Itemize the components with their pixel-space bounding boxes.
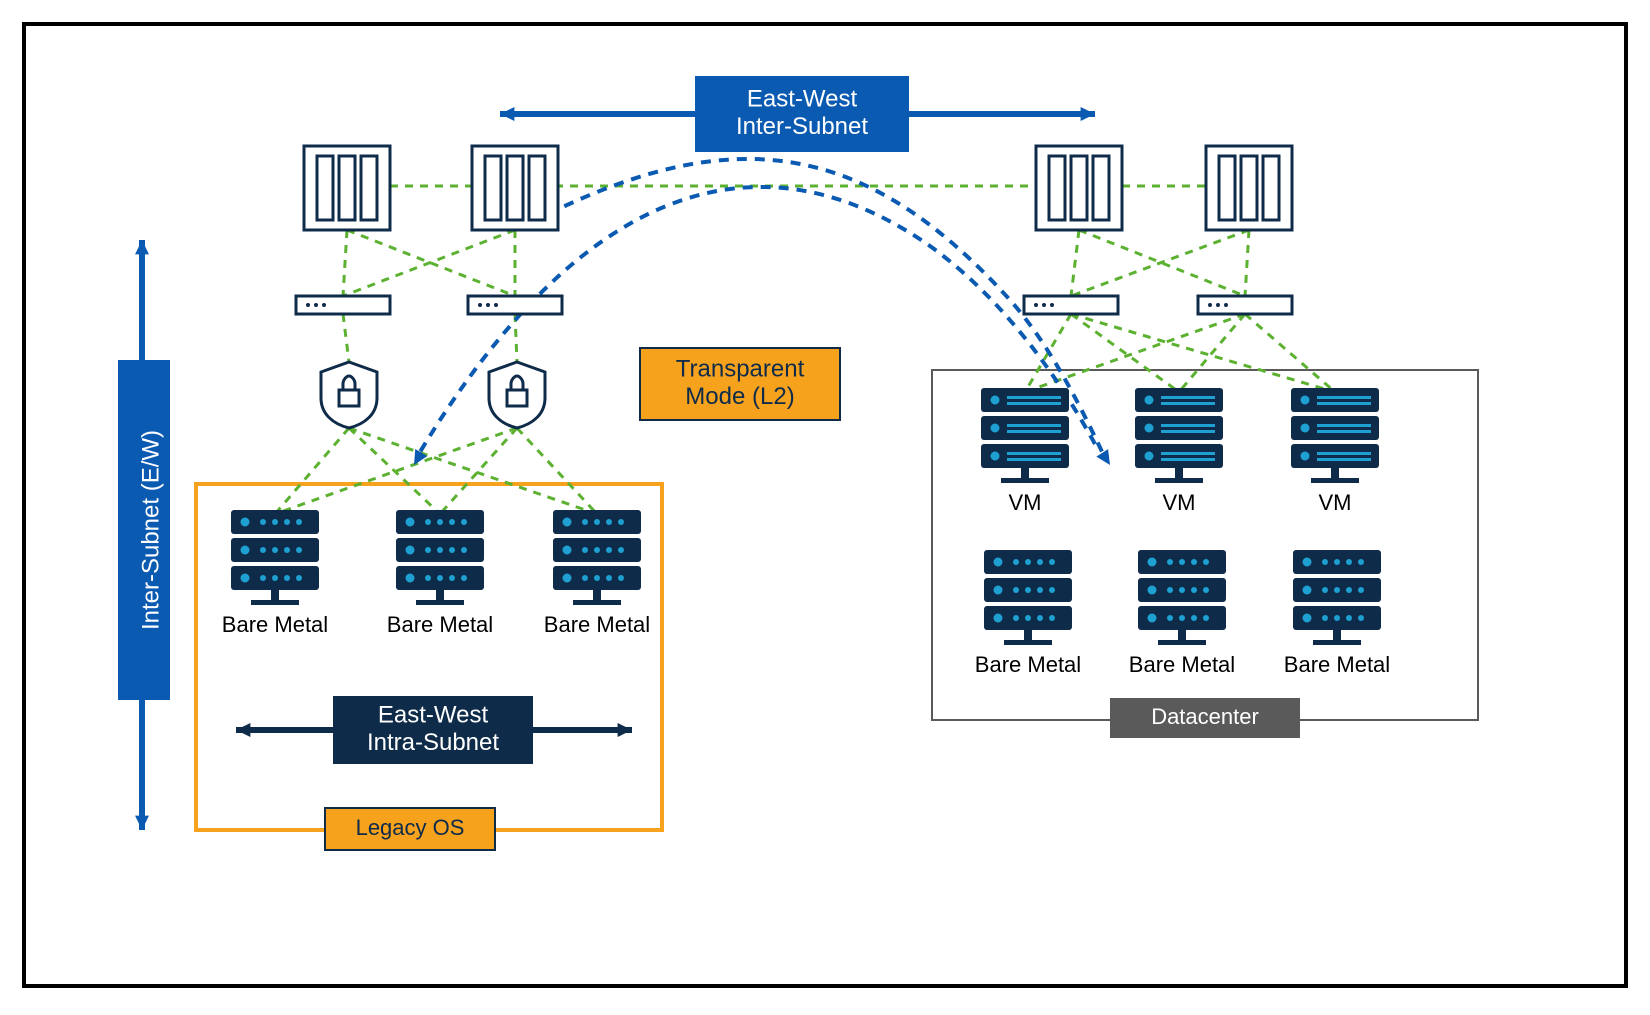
server-icon (981, 388, 1069, 483)
east-west-intra-box-label: Intra-Subnet (367, 729, 499, 756)
spine-switch-icon (1036, 146, 1122, 230)
server-label: VM (1319, 490, 1352, 515)
leaf-switch-icon (1024, 296, 1118, 314)
link (440, 428, 517, 514)
leaf-switch-icon (468, 296, 562, 314)
network-diagram: Bare Metal Bare Metal Bare Metal VM VM VM Bare… (0, 0, 1650, 1010)
east-west-inter-box-label: East-West (747, 86, 858, 113)
server-label: Bare Metal (387, 612, 493, 637)
legacy-os-container (196, 484, 662, 830)
server-icon (1135, 388, 1223, 483)
spine-switch-icon (304, 146, 390, 230)
server-icon (984, 550, 1072, 645)
spine-switch-icon (1206, 146, 1292, 230)
server-label: Bare Metal (222, 612, 328, 637)
server-icon (396, 510, 484, 605)
server-label: VM (1009, 490, 1042, 515)
spine-switch-icon (472, 146, 558, 230)
spine-leaf-link (1245, 230, 1249, 296)
server-icon (1138, 550, 1226, 645)
spine-leaf-link (1071, 230, 1079, 296)
inter-subnet-vertical-label: Inter-Subnet (E/W) (137, 430, 164, 630)
server-label: Bare Metal (1129, 652, 1235, 677)
legacy-os-box-label: Legacy OS (356, 815, 465, 840)
server-label: Bare Metal (544, 612, 650, 637)
leaf-switch-icon (1198, 296, 1292, 314)
link (517, 428, 597, 514)
server-icon (1291, 388, 1379, 483)
transparent-mode-box-label: Transparent (676, 356, 805, 383)
server-icon (553, 510, 641, 605)
leaf-switch-icon (296, 296, 390, 314)
server-label: Bare Metal (1284, 652, 1390, 677)
link (1071, 314, 1335, 392)
firewall-icon (489, 362, 545, 428)
link (1245, 314, 1335, 392)
link (349, 428, 440, 514)
link (343, 314, 349, 362)
east-west-intra-box-label: East-West (378, 702, 489, 729)
server-icon (231, 510, 319, 605)
east-west-inter-box-label: Inter-Subnet (736, 113, 868, 140)
server-label: VM (1163, 490, 1196, 515)
server-icon (1293, 550, 1381, 645)
datacenter-box-label: Datacenter (1151, 704, 1259, 729)
link (349, 428, 597, 514)
transparent-mode-box-label: Mode (L2) (685, 383, 794, 410)
firewall-icon (321, 362, 377, 428)
spine-leaf-link (343, 230, 347, 296)
link (1071, 314, 1179, 392)
server-label: Bare Metal (975, 652, 1081, 677)
diagram-frame (24, 24, 1626, 986)
